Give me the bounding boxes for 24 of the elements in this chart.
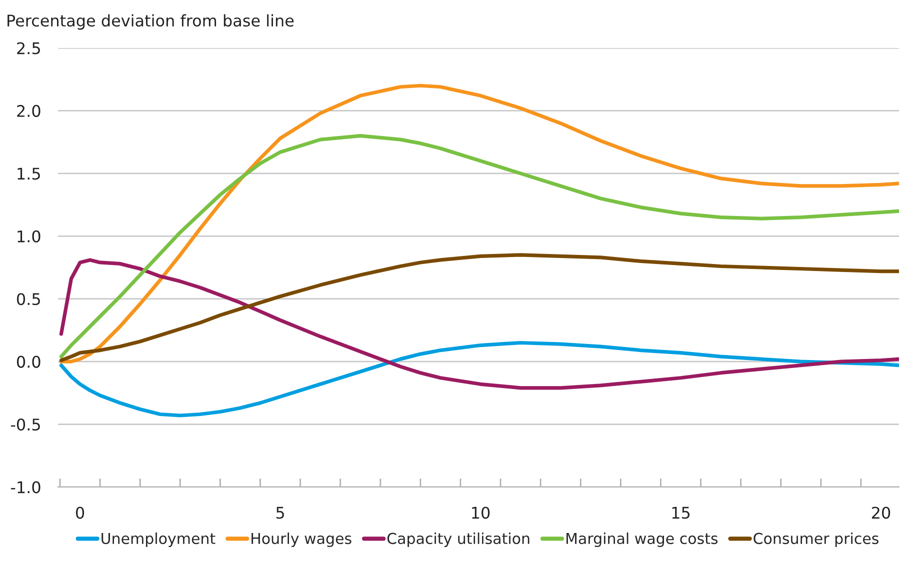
y-tick-label: 1.5	[18, 168, 40, 180]
x-tick-label: 0	[76, 506, 84, 519]
line-series	[59, 258, 899, 390]
x-tick-label: 15	[672, 506, 690, 519]
line-series	[59, 134, 899, 358]
line-series	[59, 253, 899, 362]
line-series	[59, 84, 899, 364]
x-tick-label: 10	[472, 506, 490, 519]
y-tick-label: 0.0	[16, 356, 40, 368]
legend-label: Hourly wages	[252, 532, 352, 548]
x-tick-label: 5	[276, 506, 284, 519]
legend-label: Unemployment	[102, 532, 216, 548]
y-tick-label: -0.5	[10, 418, 40, 431]
y-tick-label: -1.0	[10, 481, 40, 494]
y-axis-title: Percentage deviation from base line	[8, 14, 294, 30]
y-tick-label: 0.5	[16, 293, 40, 306]
y-tick-label: 2.0	[17, 104, 40, 118]
legend-label: Marginal wage costs	[566, 532, 718, 548]
x-tick-label: 20	[872, 506, 890, 519]
legend-label: Capacity utilisation	[387, 532, 530, 548]
line-series	[59, 340, 899, 418]
y-tick-label: 2.5	[17, 42, 40, 54]
legend-label: Consumer prices	[754, 532, 878, 548]
y-tick-label: 1.0	[18, 230, 40, 242]
